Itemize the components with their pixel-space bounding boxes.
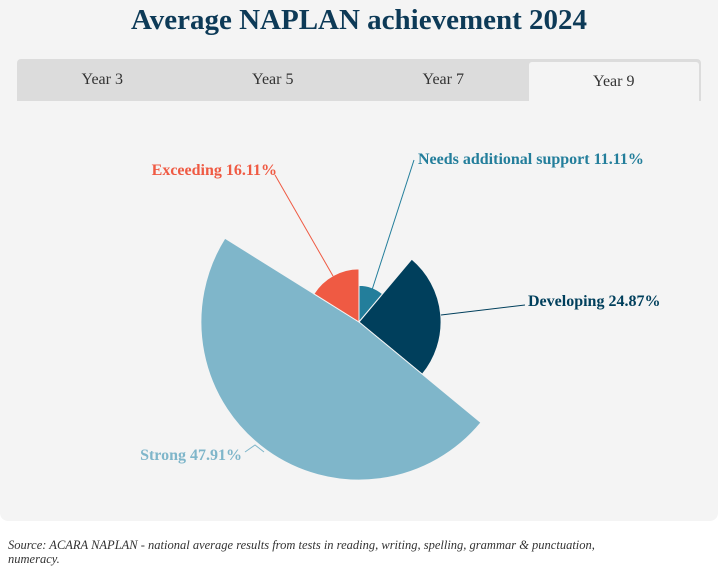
- tab-year-9[interactable]: Year 9: [528, 62, 699, 101]
- pie-chart: Needs additional support 11.11% Developi…: [140, 151, 660, 481]
- leader-line-strong: [244, 444, 265, 453]
- label-strong: Strong 47.91%: [140, 447, 242, 464]
- source-note: Source: ACARA NAPLAN - national average …: [8, 538, 595, 566]
- pie-slice-developing[interactable]: [358, 258, 442, 375]
- tab-year-5[interactable]: Year 5: [252, 71, 294, 88]
- leader-line-developing: [440, 304, 526, 316]
- tab-year-3[interactable]: Year 3: [81, 71, 123, 88]
- leader-line-needs-support: [371, 159, 415, 291]
- label-needs-support: Needs additional support 11.11%: [418, 151, 644, 168]
- leader-line-exceeding: [274, 174, 334, 277]
- label-developing: Developing 24.87%: [528, 293, 660, 310]
- pie-slice-strong[interactable]: [200, 237, 482, 481]
- chart-title: Average NAPLAN achievement 2024: [130, 4, 588, 36]
- label-exceeding: Exceeding 16.11%: [152, 162, 277, 179]
- tab-year-7[interactable]: Year 7: [422, 71, 464, 88]
- year-tabs: Year 3 Year 5 Year 7 Year 9: [17, 59, 701, 101]
